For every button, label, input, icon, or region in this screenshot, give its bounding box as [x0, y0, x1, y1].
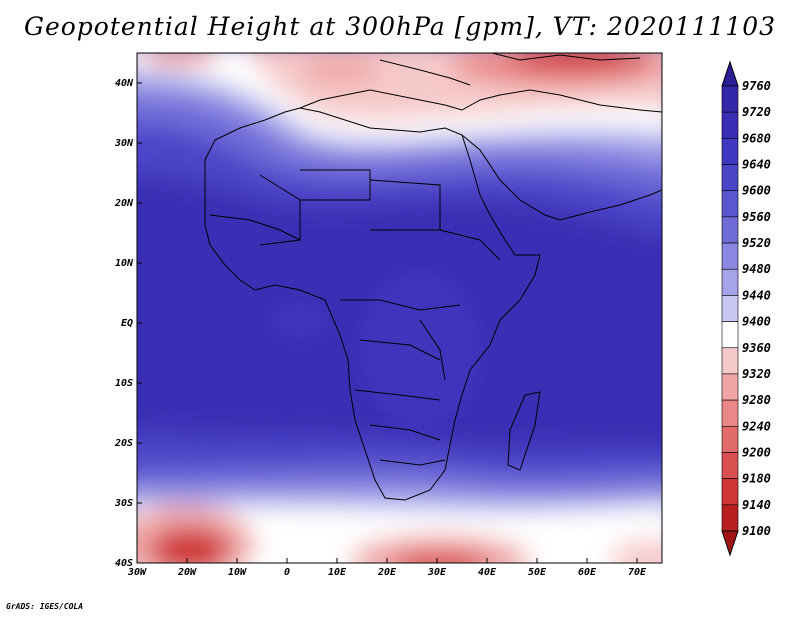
lat-tick-label: 30N [114, 138, 134, 149]
colorbar-segment [721, 242, 739, 270]
colorbar-label: 9240 [742, 419, 771, 433]
colorbar-segment [721, 164, 739, 192]
colorbar-segment [721, 347, 739, 375]
colorbar-label: 9640 [742, 158, 771, 172]
colorbar-bottom-arrow [721, 530, 739, 557]
colorbar-segment [721, 399, 739, 427]
height-field [137, 53, 662, 563]
colorbar-segment [721, 111, 739, 139]
colorbar-segment [721, 138, 739, 165]
lat-tick-label: 20S [114, 438, 133, 449]
coastline-outlines [204, 53, 662, 501]
colorbar-label: 9480 [742, 262, 771, 276]
lon-tick-label: 10W [228, 567, 247, 578]
colorbar-label: 9320 [742, 367, 771, 381]
colorbar-label: 9760 [742, 79, 771, 93]
lat-tick-label: 30S [114, 498, 133, 509]
lat-tick-label: 10S [115, 378, 133, 389]
colorbar-segment [721, 452, 739, 479]
lon-tick-label: 0 [284, 567, 290, 578]
colorbar-label: 9280 [742, 393, 771, 407]
lat-tick-label: 40S [115, 558, 133, 569]
colorbar-segment [721, 268, 739, 296]
colorbar-label: 9600 [742, 184, 771, 198]
lon-tick-label: 70E [628, 567, 647, 578]
colorbar-label: 9680 [742, 131, 771, 145]
lon-tick-label: 60E [578, 567, 597, 578]
lat-tick-label: 20N [114, 198, 134, 209]
colorbar-label: 9520 [742, 236, 771, 250]
lat-tick-label: 40N [115, 78, 134, 89]
lon-tick-label: 50E [528, 567, 547, 578]
lon-tick-label: 30W [127, 567, 147, 578]
colorbar-top-arrow [721, 60, 739, 87]
colorbar-segment [721, 321, 739, 349]
colorbar-segment [721, 216, 739, 244]
lon-tick-label: 20E [377, 567, 397, 578]
lat-tick-label: EQ [121, 318, 133, 329]
colorbar-segment [721, 295, 739, 322]
colorbar-label: 9440 [742, 288, 771, 302]
colorbar-label: 9140 [742, 498, 771, 512]
colorbar-segment [721, 504, 739, 532]
colorbar-label: 9560 [742, 210, 771, 224]
lon-tick-label: 20W [177, 567, 197, 578]
colorbar-segment [721, 85, 739, 113]
lon-tick-label: 40E [478, 567, 497, 578]
lon-tick-label: 10E [328, 567, 347, 578]
latitude-axis: 40N 30N 20N 10N EQ 10S 20S 30S 40S [114, 78, 142, 569]
grads-credit: GrADS: IGES/COLA [6, 602, 84, 611]
colorbar-label: 9200 [742, 445, 771, 459]
colorbar-segment [721, 425, 739, 453]
longitude-axis: 30W 20W 10W 0 10E 20E 30E 40E 50E 60E 70E [127, 558, 647, 578]
colorbar-label: 9720 [742, 105, 771, 119]
colorbar-segment [721, 190, 739, 218]
plot-frame [136, 52, 663, 564]
lon-tick-label: 30E [427, 567, 447, 578]
colorbar-label: 9360 [742, 341, 771, 355]
map-title: Geopotential Height at 300hPa [gpm], VT:… [23, 12, 777, 41]
colorbar-label: 9180 [742, 472, 771, 486]
colorbar: 9760 9720 9680 9640 9600 9560 9520 9480 9440 9400… [721, 60, 771, 557]
colorbar-label: 9100 [742, 524, 771, 538]
colorbar-label: 9400 [742, 315, 771, 329]
colorbar-segment [721, 478, 739, 506]
lat-tick-label: 10N [115, 258, 134, 269]
colorbar-segment [721, 373, 739, 401]
